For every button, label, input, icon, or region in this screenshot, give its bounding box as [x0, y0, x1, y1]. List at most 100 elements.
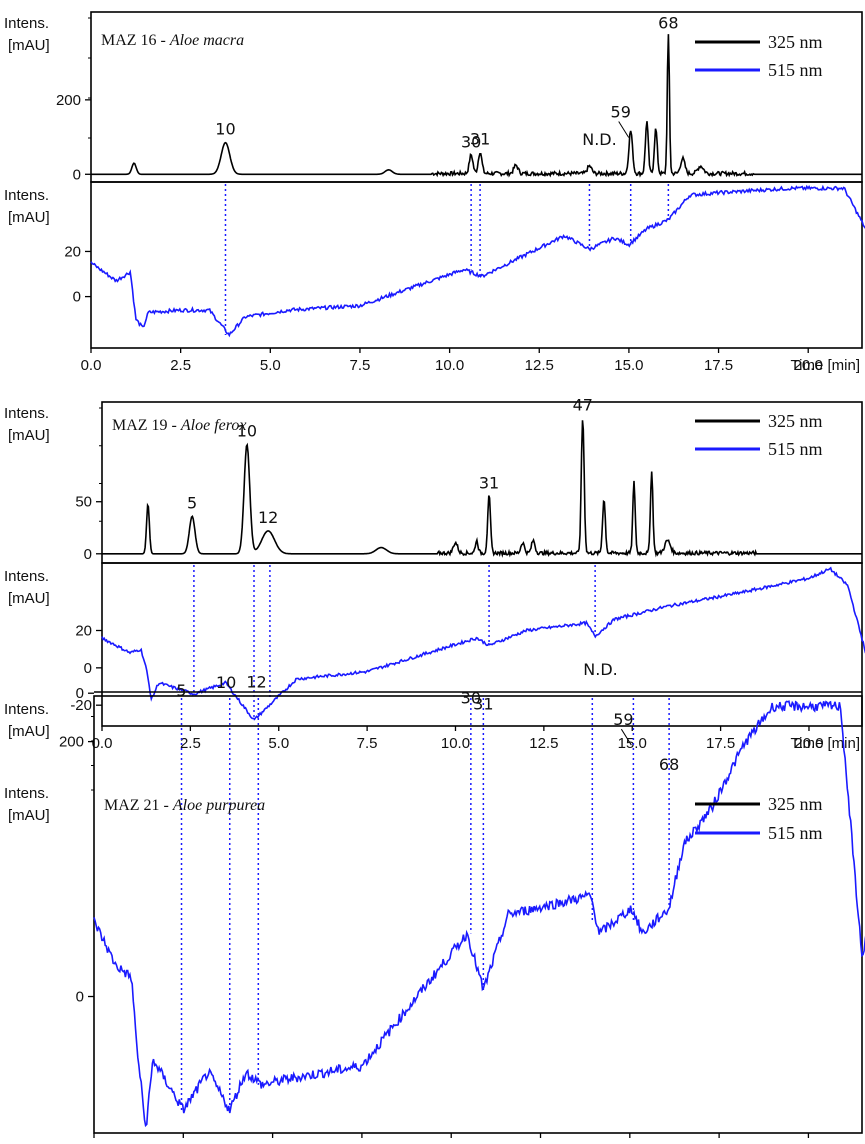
bottom-y-tick-label: 20 [64, 243, 81, 260]
chart-title-sample: MAZ 21 - [104, 797, 173, 814]
legend-label: 325 nm [768, 794, 823, 814]
peak-label: 59 [611, 102, 631, 121]
top-y-tick-label: 0 [73, 166, 81, 183]
peak-label: 59 [613, 710, 633, 729]
peak-label: 12 [246, 673, 266, 692]
chart-panel-3: Intens.[mAU]Intens.[mAU]200000.02.55.07.… [4, 660, 865, 1144]
peak-label: 12 [258, 508, 278, 527]
x-tick-label: 15.0 [614, 357, 643, 374]
chart-title-sample: MAZ 16 - [101, 32, 170, 49]
x-tick-label: 17.5 [706, 735, 735, 752]
peak-label: 31 [470, 130, 490, 149]
x-tick-label: 20.0 [794, 357, 823, 374]
chart-title: MAZ 16 - Aloe macra [101, 32, 244, 49]
x-tick-label: 7.5 [357, 735, 378, 752]
peak-label: 30 [461, 688, 481, 707]
top-y-axis-unit: [mAU] [8, 807, 50, 824]
x-tick-label: 17.5 [704, 357, 733, 374]
bottom-y-axis-label: Intens. [4, 568, 49, 585]
top-y-tick-label: 200 [56, 92, 81, 109]
peak-label: N.D. [582, 130, 616, 149]
x-tick-label: 15.0 [618, 735, 647, 752]
legend-label: 515 nm [768, 439, 823, 459]
chart-title-species: Aloe macra [169, 32, 244, 49]
x-tick-label: 20.0 [794, 735, 823, 752]
top-y-axis-label: Intens. [4, 785, 49, 802]
x-tick-label: 5.0 [262, 1142, 283, 1144]
x-tick-label: 10.0 [435, 357, 464, 374]
x-tick-label: 10.0 [441, 735, 470, 752]
chart-title-species: Aloe ferox [180, 417, 247, 434]
x-tick-label: 2.5 [180, 735, 201, 752]
peak-label: 10 [237, 421, 257, 440]
peak-label: 10 [215, 120, 235, 139]
legend-label: 325 nm [768, 32, 823, 52]
x-tick-label: 12.5 [529, 735, 558, 752]
trace-325nm [91, 34, 862, 178]
bottom-y-axis-label: Intens. [4, 187, 49, 204]
top-y-tick-label: 0 [76, 685, 84, 702]
x-tick-label: 2.5 [173, 1142, 194, 1144]
trace-515nm [90, 184, 865, 338]
peak-label: 5 [187, 493, 197, 512]
x-tick-label: 5.0 [268, 735, 289, 752]
bottom-plot-frame [101, 562, 863, 727]
top-y-axis-unit: [mAU] [8, 37, 50, 54]
peak-label: 68 [658, 14, 678, 33]
trace-325nm [102, 420, 862, 558]
bottom-y-tick-label: 0 [76, 989, 84, 1006]
peak-label: N.D. [583, 660, 617, 679]
chart-title-species: Aloe purpurea [172, 797, 265, 814]
chart-title-sample: MAZ 19 - [112, 417, 181, 434]
x-tick-label: 7.5 [350, 357, 371, 374]
top-y-axis-unit: [mAU] [8, 427, 50, 444]
x-tick-label: 12.5 [526, 1142, 555, 1144]
x-tick-label: 0.0 [84, 1142, 105, 1144]
peak-label: 31 [479, 474, 499, 493]
bottom-plot-frame [93, 695, 863, 1134]
annotation-arrow [620, 728, 632, 746]
x-tick-label: 17.5 [705, 1142, 734, 1144]
bottom-y-tick-label: 20 [75, 622, 92, 639]
top-y-axis-label: Intens. [4, 15, 49, 32]
bottom-plot-frame [90, 181, 863, 349]
annotation-arrow [618, 121, 630, 138]
x-axis-label: Time [min] [791, 357, 860, 374]
peak-label: 31 [473, 694, 493, 713]
chart-title: MAZ 19 - Aloe ferox [112, 417, 247, 434]
x-tick-label: 0.0 [81, 357, 102, 374]
legend-label: 515 nm [768, 60, 823, 80]
peak-label: 10 [216, 673, 236, 692]
x-axis-label: Time [min] [791, 735, 860, 752]
top-y-tick-label: 200 [59, 734, 84, 751]
top-y-axis-label: Intens. [4, 405, 49, 422]
x-tick-label: 20.0 [794, 1142, 823, 1144]
top-y-tick-label: 50 [75, 494, 92, 511]
legend-label: 325 nm [768, 411, 823, 431]
x-tick-label: 2.5 [170, 357, 191, 374]
bottom-y-tick-label: 0 [73, 289, 81, 306]
trace-515nm [101, 566, 865, 721]
x-tick-label: 7.5 [351, 1142, 372, 1144]
legend-label: 515 nm [768, 823, 823, 843]
peak-label: 68 [659, 755, 679, 774]
bottom-y-tick-label: 0 [84, 660, 92, 677]
x-tick-label: 5.0 [260, 357, 281, 374]
x-tick-label: 12.5 [525, 357, 554, 374]
bottom-y-axis-unit: [mAU] [8, 209, 50, 226]
bottom-y-axis-unit: [mAU] [8, 590, 50, 607]
peak-label: 47 [573, 395, 593, 414]
chart-title: MAZ 21 - Aloe purpurea [104, 797, 265, 814]
trace-515nm [93, 700, 865, 1128]
peak-label: 30 [461, 133, 481, 152]
peak-label: 5 [176, 681, 186, 700]
x-tick-label: 10.0 [437, 1142, 466, 1144]
x-tick-label: 15.0 [615, 1142, 644, 1144]
bottom-y-axis-label: Intens. [4, 701, 49, 718]
top-y-tick-label: 0 [84, 546, 92, 563]
x-tick-label: 0.0 [92, 735, 113, 752]
x-axis-label: Time [min] [791, 1142, 860, 1144]
bottom-y-axis-unit: [mAU] [8, 723, 50, 740]
